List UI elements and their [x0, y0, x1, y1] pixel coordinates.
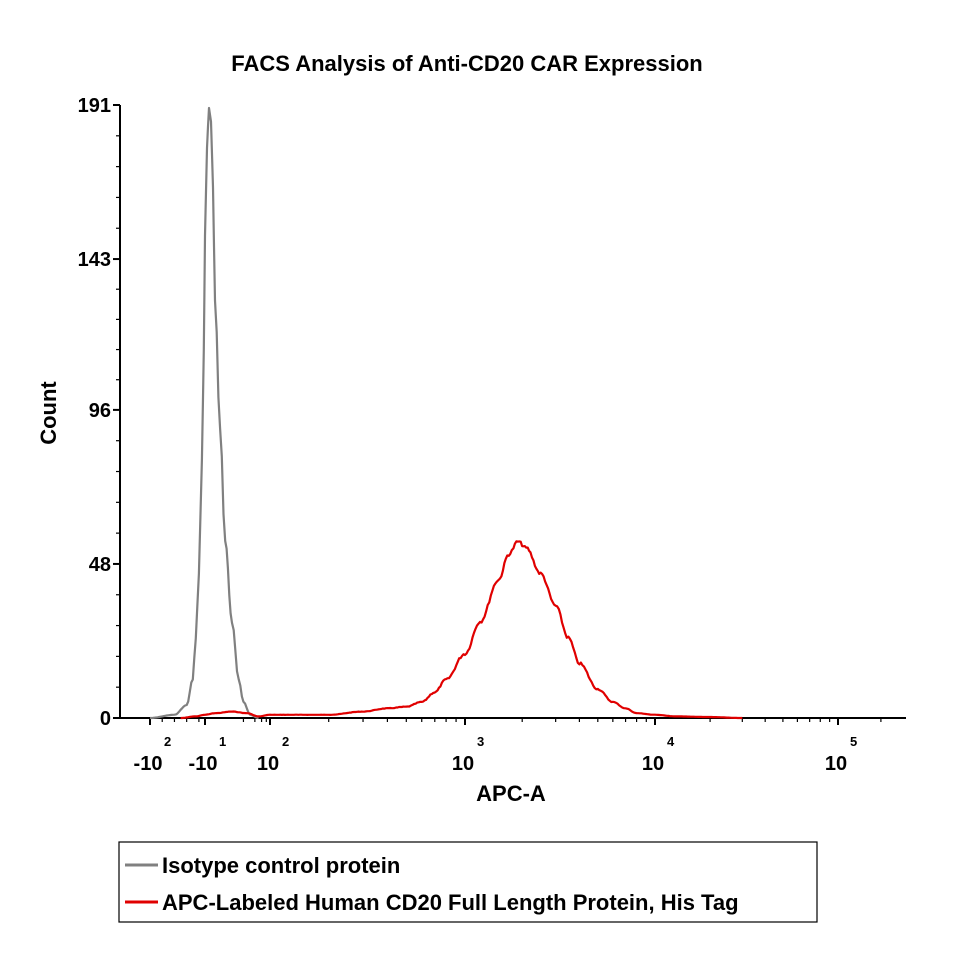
series-layer	[150, 106, 743, 720]
x-tick-label: 10	[642, 753, 664, 775]
x-tick-exponent: 4	[667, 734, 675, 749]
legend-label-isotype: Isotype control protein	[162, 853, 400, 878]
x-axis-label: APC-A	[476, 781, 546, 806]
x-tick-label: 10	[257, 753, 279, 775]
x-tick-exponent: 3	[477, 734, 484, 749]
series-line-apc	[180, 540, 743, 720]
x-tick-label: -10	[189, 753, 218, 775]
x-tick-exponent: 2	[282, 734, 289, 749]
y-tick-label: 48	[89, 554, 111, 576]
x-tick-exponent: 5	[850, 734, 857, 749]
x-tick-label: 10	[452, 753, 474, 775]
legend-box	[118, 841, 818, 923]
x-tick-label: -10	[134, 753, 163, 775]
x-tick-exponent: 2	[164, 734, 171, 749]
y-axis: 0 48 96 143 191	[78, 95, 121, 730]
x-tick-label: 10	[825, 753, 847, 775]
series-line-isotype	[150, 106, 259, 720]
y-tick-label: 0	[100, 708, 111, 730]
legend-label-apc: APC-Labeled Human CD20 Full Length Prote…	[162, 890, 739, 915]
y-tick-label: 191	[78, 95, 111, 117]
y-tick-label: 143	[78, 249, 111, 271]
chart-title: FACS Analysis of Anti-CD20 CAR Expressio…	[231, 51, 702, 76]
legend: Isotype control protein APC-Labeled Huma…	[118, 841, 818, 923]
y-tick-label: 96	[89, 400, 111, 422]
y-axis-label: Count	[36, 381, 61, 445]
x-tick-exponent: 1	[219, 734, 226, 749]
